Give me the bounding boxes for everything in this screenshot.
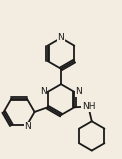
Text: NH: NH xyxy=(82,102,95,111)
Text: N: N xyxy=(24,122,31,131)
Text: N: N xyxy=(40,87,47,96)
Text: N: N xyxy=(58,33,64,42)
Text: N: N xyxy=(75,87,82,96)
